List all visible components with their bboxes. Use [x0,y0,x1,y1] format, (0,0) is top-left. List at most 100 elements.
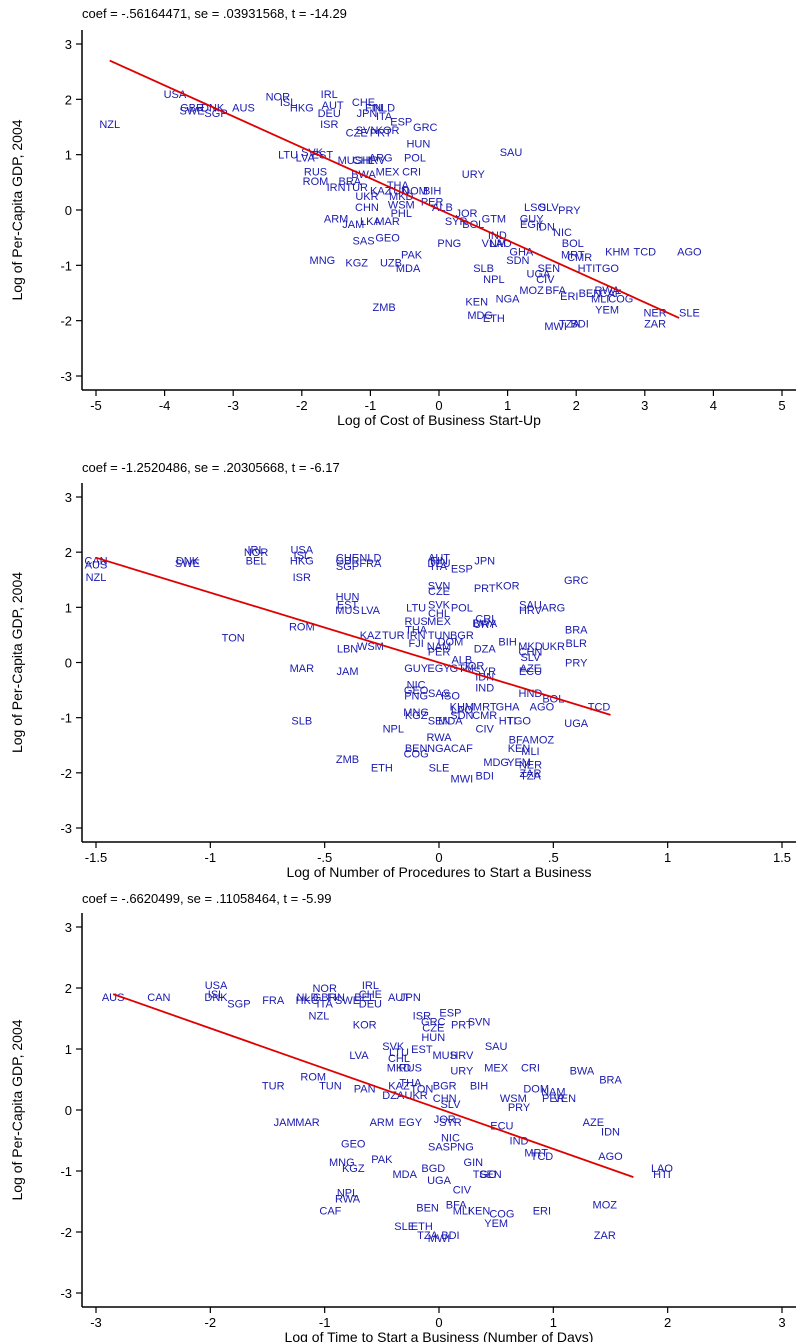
data-point-label: PAK [371,1154,393,1166]
x-tick-label: -4 [159,398,171,413]
data-point-label: SAS [353,235,375,247]
data-point-label: TUR [382,630,405,642]
data-point-label: PRT [451,1020,473,1032]
data-point-label: NAM [427,641,451,653]
data-point-label: BFA [545,285,566,297]
y-tick-label: -2 [60,766,72,781]
data-point-label: NZL [99,119,120,131]
data-point-label: BOL [562,238,584,250]
data-point-label: UZB [380,258,402,270]
data-point-label: SAS [428,1142,450,1154]
data-point-label: PAK [401,249,423,261]
data-point-label: JAM [342,219,364,231]
y-tick-label: -1 [60,711,72,726]
data-point-label: DOM [402,186,428,198]
data-point-label: MDG [467,310,493,322]
data-point-label: GEO [341,1139,366,1151]
data-point-label: VNM [482,238,506,250]
data-point-label: VEN [553,1093,576,1105]
data-point-label: NLD [359,553,381,565]
data-point-label: SAU [500,147,523,159]
data-point-label: USA [290,544,313,556]
data-point-label: ETH [371,762,393,774]
data-point-label: TUN [319,1081,342,1093]
data-point-label: HTI [578,263,596,275]
data-point-label: ZMB [336,754,359,766]
data-point-label: BFA [446,1200,467,1212]
y-tick-label: -1 [60,258,72,273]
panel-title: coef = -1.2520486, se = .20305668, t = -… [82,460,340,475]
data-point-label: WSM [357,641,384,653]
data-point-label: GRC [564,575,589,587]
data-point-label: MDA [392,1169,417,1181]
data-point-label: IRL [362,980,379,992]
x-tick-label: .5 [548,850,559,865]
data-point-label: ITA [317,998,334,1010]
data-point-label: ROM [289,622,315,634]
y-axis-label: Log of Per-Capita GDP, 2004 [9,119,25,300]
data-point-label: JOR [455,208,477,220]
y-tick-label: 1 [65,148,72,163]
data-point-label: SDN [506,255,529,267]
data-point-label: UGA [427,1175,452,1187]
data-point-label: ITA [431,561,448,573]
data-point-label: ALB [432,202,453,214]
data-point-label: CIV [453,1184,472,1196]
data-point-label: AZE [520,663,541,675]
data-point-label: SVN [428,580,451,592]
data-point-label: AZE [583,1117,604,1129]
x-tick-label: -3 [227,398,239,413]
panel-number-of-procedures: coef = -1.2520486, se = .20305668, t = -… [9,460,796,880]
data-point-label: BGR [433,1081,457,1093]
data-point-label: GHA [496,702,521,714]
data-point-label: FJI [408,638,423,650]
data-point-label: GIN [464,1157,484,1169]
x-axis-label: Log of Time to Start a Business (Number … [285,1329,594,1342]
data-point-label: ISO [441,691,460,703]
data-point-label: CHE [336,553,359,565]
data-point-label: ARG [541,602,565,614]
data-point-label: ISR [413,1010,431,1022]
data-point-label: TON [410,1084,433,1096]
x-tick-label: 1 [504,398,511,413]
data-point-label: EGY [399,1117,423,1129]
data-point-label: URY [473,619,497,631]
data-point-label: BDI [441,1230,459,1242]
y-tick-label: 0 [65,1103,72,1118]
data-point-label: FRA [359,558,382,570]
data-point-label: SVK [428,600,451,612]
data-point-label: BFA [509,735,530,747]
data-point-label: GTM [482,213,506,225]
data-point-label: GRC [421,1017,446,1029]
data-point-label: SWE [335,995,360,1007]
data-point-label: CAN [147,992,170,1004]
data-point-label: KEN [468,1206,491,1218]
data-point-label: PRT [370,128,392,140]
data-point-label: DOM [523,1084,549,1096]
x-axis-label: Log of Cost of Business Start-Up [337,412,541,428]
data-point-label: AUT [322,100,344,112]
data-point-label: BLR [565,638,586,650]
data-point-label: LAO [451,704,473,716]
data-point-label: HUN [421,1032,445,1044]
panel-time-to-start: coef = -.6620499, se = .11058464, t = -5… [9,891,796,1342]
data-point-label: KGZ [345,258,368,270]
data-point-label: AUS [232,103,255,115]
data-point-label: NLD [297,992,319,1004]
data-point-label: SDN [450,710,473,722]
data-point-label: AUS [102,992,125,1004]
y-axis-label: Log of Per-Capita GDP, 2004 [9,572,25,753]
data-point-label: MEX [427,616,452,628]
data-point-label: AGO [530,702,555,714]
data-point-label: IRN [407,630,426,642]
data-point-label: PNG [404,691,428,703]
y-tick-label: 3 [65,37,72,52]
data-point-label: AUT [428,553,450,565]
data-point-label: DNK [204,992,228,1004]
data-point-label: MAR [295,1117,320,1129]
data-point-label: FIN [365,103,383,115]
data-point-label: UGA [527,269,552,281]
data-point-label: JOR [434,1114,456,1126]
y-tick-label: 0 [65,203,72,218]
